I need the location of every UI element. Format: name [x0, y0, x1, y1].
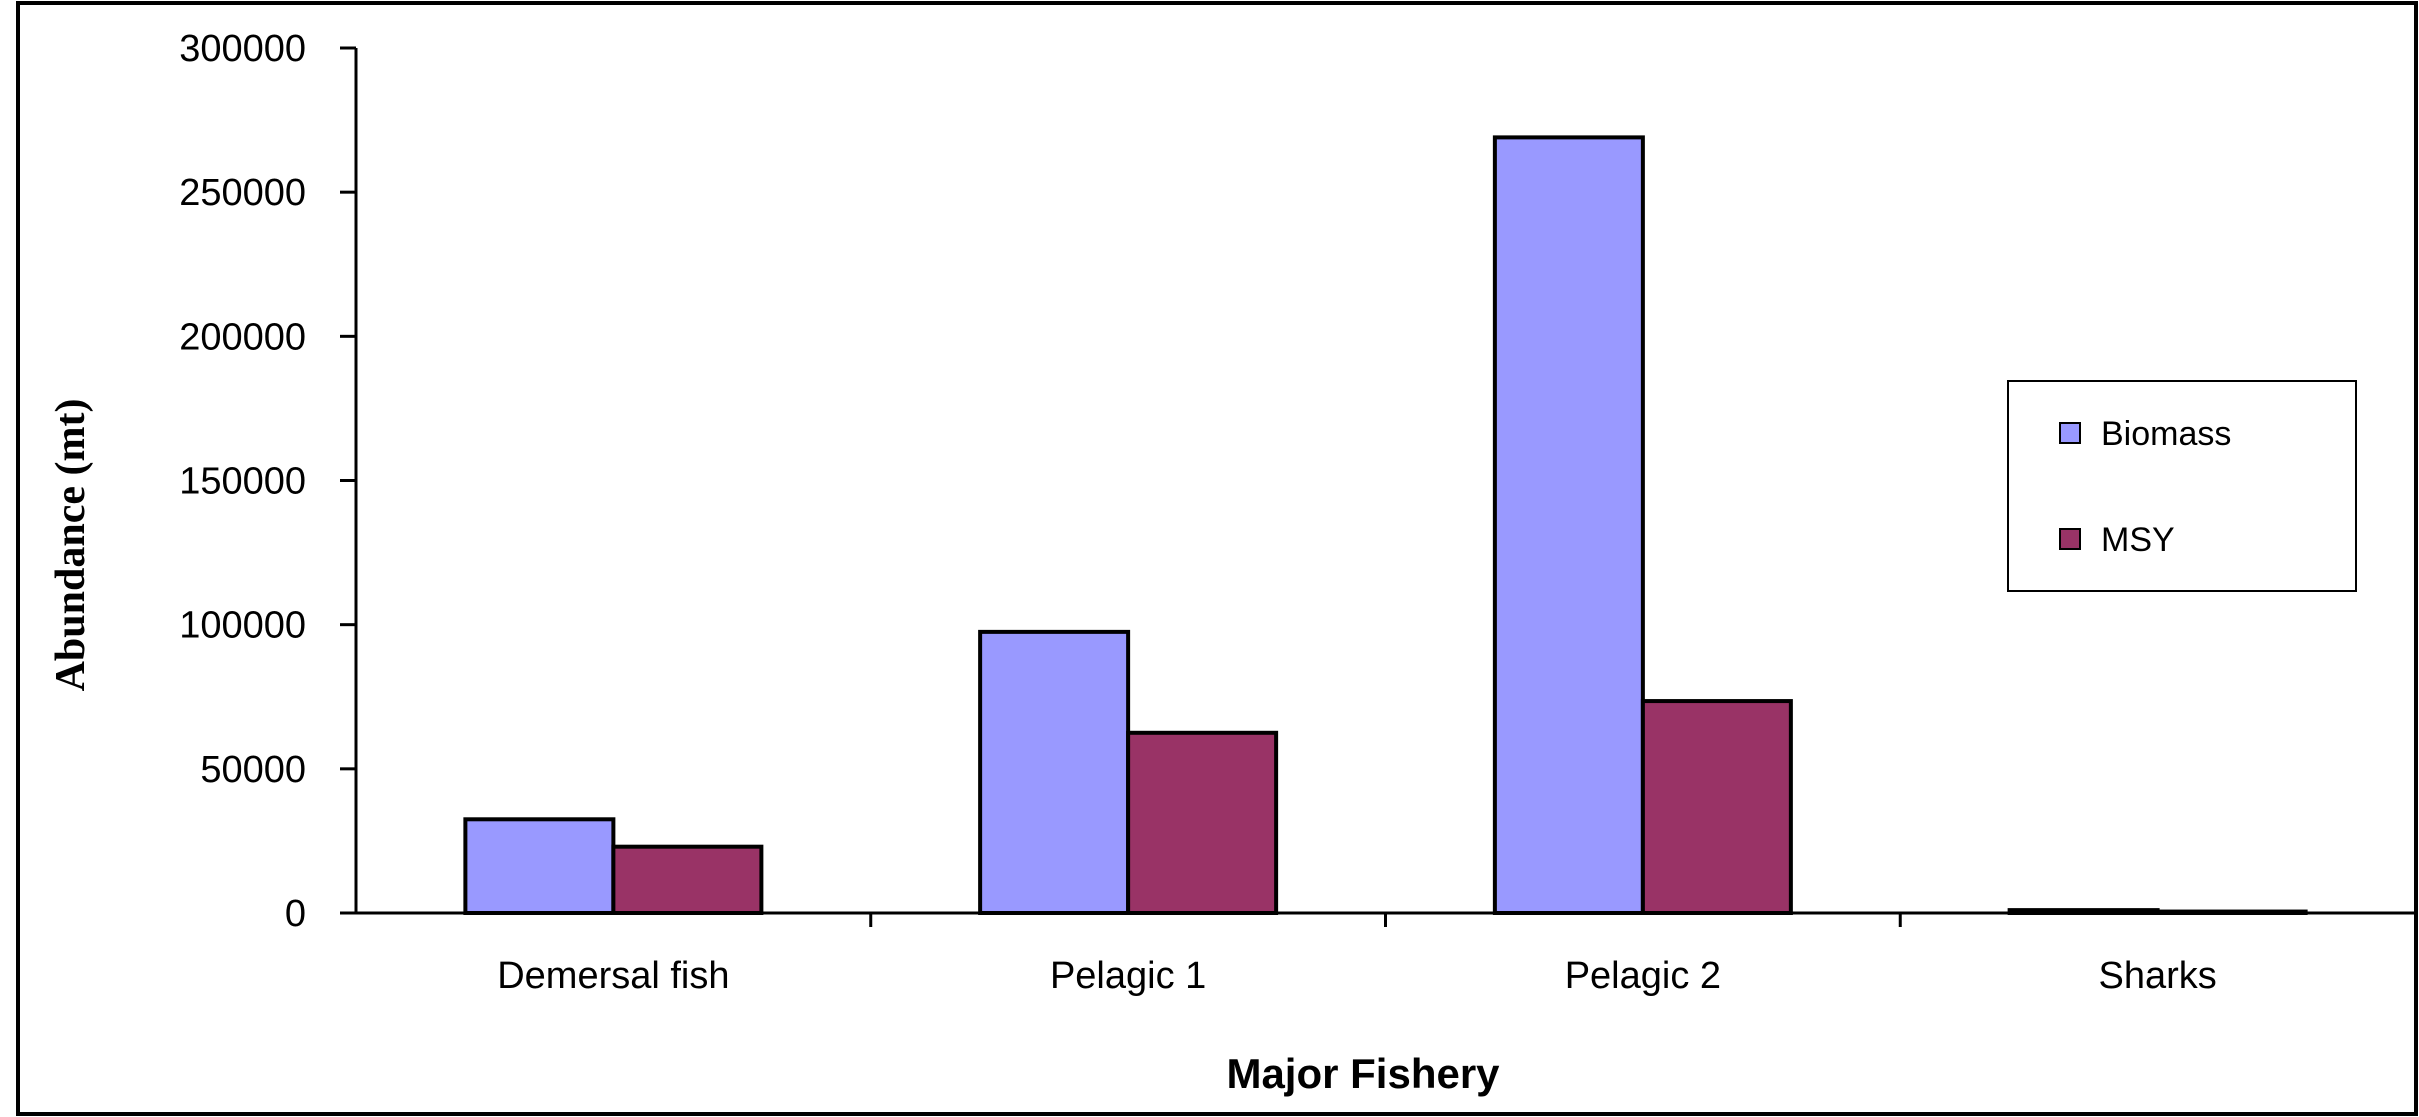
legend-label-msy: MSY	[2101, 521, 2175, 559]
y-tick-label: 50000	[200, 749, 306, 791]
legend: Biomass MSY	[2007, 380, 2357, 592]
x-tick-label: Demersal fish	[497, 955, 729, 997]
y-axis-ticks: 300000 250000 200000 150000 100000 50000 0	[179, 28, 356, 935]
x-tick-label: Pelagic 1	[1050, 955, 1206, 997]
x-axis-ticks: Demersal fish Pelagic 1 Pelagic 2 Sharks	[497, 913, 2217, 997]
legend-swatch-biomass	[2059, 422, 2081, 444]
bar-biomass-pelagic-1	[978, 629, 1131, 915]
bar-msy-pelagic-2	[1640, 699, 1793, 916]
bars-group	[463, 135, 2308, 916]
legend-box	[2007, 380, 2357, 592]
y-tick-label: 100000	[179, 605, 306, 647]
x-tick-label: Pelagic 2	[1565, 955, 1721, 997]
y-tick-label: 300000	[179, 28, 306, 70]
legend-swatch-msy	[2059, 528, 2081, 550]
y-tick-label: 150000	[179, 461, 306, 503]
bar-msy-pelagic-1	[1126, 730, 1279, 916]
bar-msy-demersal-fish	[611, 844, 764, 916]
x-axis-title: Major Fishery	[1226, 1050, 1500, 1097]
bar-biomass-pelagic-2	[1492, 135, 1645, 915]
bar-biomass-demersal-fish	[463, 817, 616, 916]
y-tick-label: 0	[285, 893, 306, 935]
y-tick-label: 250000	[179, 172, 306, 214]
legend-label-biomass: Biomass	[2101, 415, 2231, 453]
x-tick-label: Sharks	[2098, 955, 2216, 997]
y-tick-label: 200000	[179, 316, 306, 358]
y-axis-title: Abundance (mt)	[48, 399, 94, 692]
